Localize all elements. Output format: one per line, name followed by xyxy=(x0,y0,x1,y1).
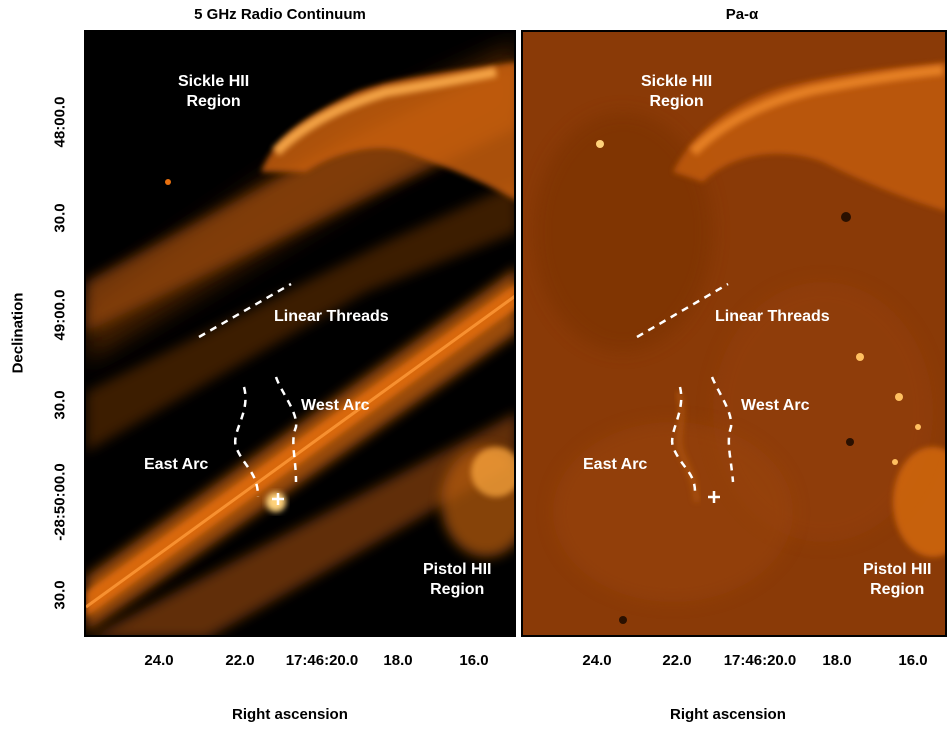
ytick-4: 30.0 xyxy=(51,390,69,420)
paa-xtick-2: 22.0 xyxy=(662,652,692,669)
radio-x-axis-title: Right ascension xyxy=(232,706,348,723)
paa-x-axis-title: Right ascension xyxy=(670,706,786,723)
paa-east-arc-dash xyxy=(670,386,697,493)
radio-west-arc-label: West Arc xyxy=(301,397,370,414)
paa-sickle-label: Sickle HII Region xyxy=(641,73,713,110)
radio-cross-marker xyxy=(272,493,284,505)
radio-xtick-3: 17:46:20.0 xyxy=(285,652,359,669)
paa-image-panel: Sickle HII Region Linear Threads West Ar… xyxy=(521,30,947,637)
radio-sickle-label: Sickle HII Region xyxy=(178,73,250,110)
paa-west-arc-label: West Arc xyxy=(741,397,810,414)
paa-linear-threads-dash xyxy=(636,282,729,339)
ytick-1: 48:00.0 xyxy=(51,96,69,148)
ytick-6: 30.0 xyxy=(51,580,69,610)
radio-east-arc-label: East Arc xyxy=(144,456,209,473)
radio-image-panel: Sickle HII Region Linear Threads West Ar… xyxy=(84,30,516,637)
radio-linear-threads-dash xyxy=(198,282,292,339)
radio-panel-title: 5 GHz Radio Continuum xyxy=(194,6,366,23)
paa-xtick-1: 24.0 xyxy=(582,652,612,669)
radio-xtick-2: 22.0 xyxy=(225,652,255,669)
ytick-2: 30.0 xyxy=(51,203,69,233)
paa-threads-label: Linear Threads xyxy=(715,308,830,325)
paa-cross-marker xyxy=(708,491,720,503)
paa-xtick-4: 18.0 xyxy=(822,652,852,669)
radio-xtick-4: 18.0 xyxy=(383,652,413,669)
radio-xtick-1: 24.0 xyxy=(144,652,174,669)
paa-emission-map xyxy=(533,62,945,624)
paa-west-arc-dash xyxy=(710,376,735,483)
paa-xtick-5: 16.0 xyxy=(898,652,928,669)
paa-pistol-label: Pistol HII Region xyxy=(863,561,932,598)
ytick-3: 49:00.0 xyxy=(51,289,69,341)
radio-emission-map xyxy=(86,43,514,635)
radio-xtick-5: 16.0 xyxy=(459,652,489,669)
ytick-5: -28:50:00.0 xyxy=(51,463,69,541)
paa-panel-title: Pa-α xyxy=(725,6,759,23)
radio-west-arc-dash xyxy=(274,376,298,483)
paa-east-arc-label: East Arc xyxy=(583,456,648,473)
radio-east-arc-dash xyxy=(233,386,260,498)
radio-pistol-label: Pistol HII Region xyxy=(423,561,492,598)
radio-threads-label: Linear Threads xyxy=(274,308,389,325)
y-axis-title: Declination xyxy=(9,292,27,374)
paa-xtick-3: 17:46:20.0 xyxy=(723,652,797,669)
